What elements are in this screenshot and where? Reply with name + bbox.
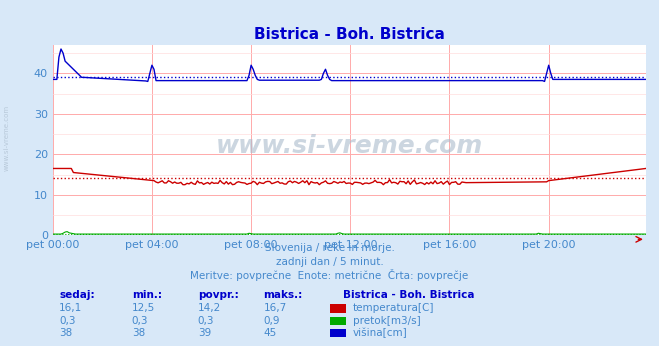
Text: 16,1: 16,1	[59, 303, 82, 313]
Text: maks.:: maks.:	[264, 290, 303, 300]
Text: višina[cm]: višina[cm]	[353, 327, 407, 338]
Text: 38: 38	[59, 328, 72, 338]
Text: www.si-vreme.com: www.si-vreme.com	[215, 134, 483, 158]
Text: min.:: min.:	[132, 290, 162, 300]
Text: temperatura[C]: temperatura[C]	[353, 303, 434, 313]
Text: 38: 38	[132, 328, 145, 338]
Text: pretok[m3/s]: pretok[m3/s]	[353, 316, 420, 326]
Text: www.si-vreme.com: www.si-vreme.com	[3, 105, 10, 172]
Text: 0,3: 0,3	[132, 316, 148, 326]
Text: sedaj:: sedaj:	[59, 290, 95, 300]
Text: Slovenija / reke in morje.: Slovenija / reke in morje.	[264, 243, 395, 253]
Text: Bistrica - Boh. Bistrica: Bistrica - Boh. Bistrica	[343, 290, 474, 300]
Text: 0,3: 0,3	[59, 316, 76, 326]
Text: 0,9: 0,9	[264, 316, 280, 326]
Text: 0,3: 0,3	[198, 316, 214, 326]
Title: Bistrica - Boh. Bistrica: Bistrica - Boh. Bistrica	[254, 27, 445, 43]
Text: zadnji dan / 5 minut.: zadnji dan / 5 minut.	[275, 257, 384, 267]
Text: 16,7: 16,7	[264, 303, 287, 313]
Text: 14,2: 14,2	[198, 303, 221, 313]
Text: 39: 39	[198, 328, 211, 338]
Text: 45: 45	[264, 328, 277, 338]
Text: Meritve: povprečne  Enote: metrične  Črta: povprečje: Meritve: povprečne Enote: metrične Črta:…	[190, 268, 469, 281]
Text: 12,5: 12,5	[132, 303, 155, 313]
Text: povpr.:: povpr.:	[198, 290, 239, 300]
